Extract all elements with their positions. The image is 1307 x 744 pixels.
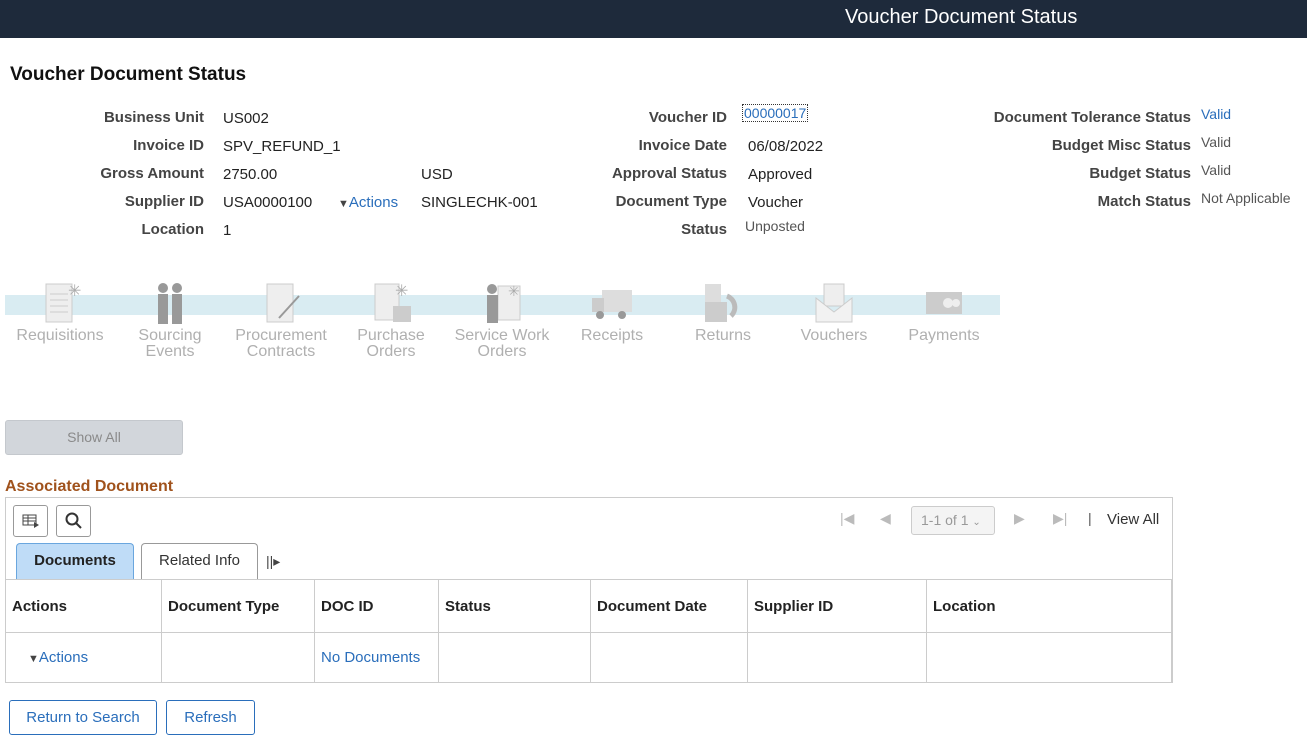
tile-payments: Payments <box>894 282 994 344</box>
purchase-order-icon: ✳ <box>374 283 411 322</box>
divider: | <box>1088 510 1092 526</box>
page-range-select[interactable]: 1-1 of 1 ⌄ <box>911 506 995 535</box>
col-actions: Actions <box>5 579 162 633</box>
tile-purchase-orders: ✳ Purchase Orders <box>357 283 425 360</box>
col-document-type: Document Type <box>161 579 315 633</box>
triangle-down-icon: ▼ <box>338 198 349 210</box>
tile-service-work-orders: ✳ Service Work Orders <box>454 283 550 360</box>
table-header-row: Actions Document Type DOC ID Status Docu… <box>5 579 1172 633</box>
budget-status-value: Valid <box>1201 162 1232 178</box>
invoice-date-label: Invoice Date <box>638 137 727 154</box>
approval-status-label: Approval Status <box>611 165 727 182</box>
document-type-label: Document Type <box>615 193 727 210</box>
col-doc-id: DOC ID <box>314 579 439 633</box>
money-icon <box>926 292 962 314</box>
business-unit-label: Business Unit <box>103 109 204 126</box>
return-to-search-button[interactable]: Return to Search <box>9 700 157 735</box>
tile-requisitions: ✳ Requisitions <box>16 283 104 344</box>
triangle-down-icon: ▼ <box>28 653 39 665</box>
svg-text:✳: ✳ <box>508 283 520 299</box>
gross-amount-label: Gross Amount <box>100 165 204 182</box>
tab-documents[interactable]: Documents <box>16 543 134 579</box>
budget-misc-value: Valid <box>1201 134 1232 150</box>
invoice-id-label: Invoice ID <box>133 137 204 154</box>
tile-returns: Returns <box>673 282 773 344</box>
voucher-id-label: Voucher ID <box>648 109 727 126</box>
truck-icon <box>592 290 632 319</box>
currency-value: USD <box>421 166 453 183</box>
doc-tolerance-link[interactable]: Valid <box>1201 106 1232 122</box>
location-value: 1 <box>223 222 232 239</box>
personalize-grid-button[interactable] <box>13 505 48 537</box>
requisition-icon: ✳ <box>45 283 81 323</box>
document-type-value: Voucher <box>748 194 804 211</box>
show-all-columns-icon[interactable]: ||▸ <box>266 553 281 569</box>
svg-text:✳: ✳ <box>68 283 81 300</box>
tile-procurement-contracts: Procurement Contracts <box>231 282 331 360</box>
contract-icon <box>266 283 300 323</box>
doc-tolerance-label: Document Tolerance Status <box>993 109 1191 126</box>
match-status-value: Not Applicable <box>1201 190 1291 206</box>
service-worker-icon: ✳ <box>487 283 521 323</box>
tile-sourcing-events: Sourcing Events <box>120 282 220 360</box>
status-value: Unposted <box>745 218 805 234</box>
chevron-down-icon: ⌄ <box>972 517 981 528</box>
table-row: ▼Actions No Documents <box>5 632 1172 683</box>
next-page-icon[interactable]: ▶ <box>1014 510 1025 526</box>
cell-supplier-id <box>747 632 927 683</box>
view-all-link[interactable]: View All <box>1107 511 1160 528</box>
supplier-id-value: USA0000100 <box>223 194 313 211</box>
cell-doc-type <box>161 632 315 683</box>
documents-table: Actions Document Type DOC ID Status Docu… <box>5 579 1172 683</box>
grid-settings-icon <box>22 514 39 528</box>
gross-amount-value: 2750.00 <box>223 166 278 183</box>
first-page-icon[interactable]: |◀ <box>840 510 855 526</box>
tile-vouchers: Vouchers <box>784 282 884 344</box>
refresh-button[interactable]: Refresh <box>166 700 255 735</box>
search-icon <box>65 512 82 529</box>
invoice-id-value: SPV_REFUND_1 <box>223 138 341 155</box>
people-icon <box>158 283 182 324</box>
supplier-name-value: SINGLECHK-001 <box>421 194 538 211</box>
associated-document-title: Associated Document <box>5 478 174 495</box>
match-status-label: Match Status <box>1097 193 1191 210</box>
col-document-date: Document Date <box>590 579 748 633</box>
voucher-id-link[interactable]: 00000017 <box>741 104 809 122</box>
page-title: Voucher Document Status <box>10 64 247 85</box>
cell-location <box>926 632 1172 683</box>
budget-misc-label: Budget Misc Status <box>1051 137 1191 154</box>
show-all-button[interactable]: Show All <box>5 420 183 455</box>
tile-receipts: Receipts <box>562 282 662 344</box>
cell-doc-date <box>590 632 748 683</box>
invoice-date-value: 06/08/2022 <box>748 138 824 155</box>
location-label: Location <box>141 221 205 238</box>
envelope-icon <box>815 283 853 323</box>
cell-status <box>438 632 591 683</box>
last-page-icon[interactable]: ▶| <box>1053 510 1068 526</box>
approval-status-value: Approved <box>748 166 813 183</box>
svg-text:✳: ✳ <box>395 283 408 300</box>
budget-status-label: Budget Status <box>1089 165 1191 182</box>
tab-related-info[interactable]: Related Info <box>141 543 258 579</box>
returns-icon <box>705 284 738 322</box>
col-location: Location <box>926 579 1172 633</box>
col-status: Status <box>438 579 591 633</box>
top-bar: Voucher Document Status <box>0 0 1307 38</box>
status-label: Status <box>681 221 727 238</box>
supplier-id-label: Supplier ID <box>124 193 204 210</box>
supplier-actions-link[interactable]: ▼Actions <box>338 194 399 211</box>
previous-page-icon[interactable]: ◀ <box>880 510 891 526</box>
header-title: Voucher Document Status <box>845 6 1078 28</box>
row-actions[interactable]: ▼Actions <box>5 632 162 683</box>
business-unit-value: US002 <box>223 110 269 127</box>
find-button[interactable] <box>56 505 91 537</box>
cell-doc-id[interactable]: No Documents <box>314 632 439 683</box>
col-supplier-id: Supplier ID <box>747 579 927 633</box>
